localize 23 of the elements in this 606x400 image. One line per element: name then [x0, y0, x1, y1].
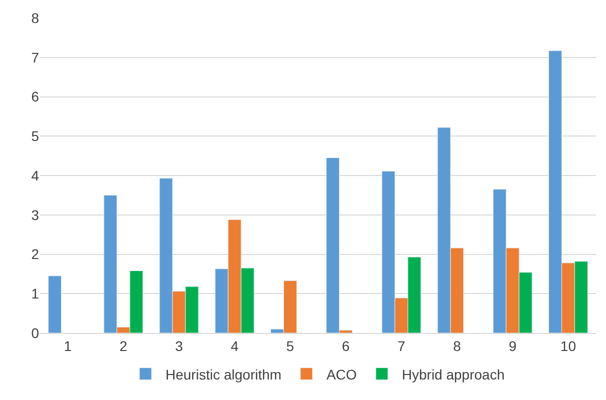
y-tick-label: 5: [31, 128, 40, 144]
x-tick-label: 7: [398, 338, 406, 354]
x-tick-label: 4: [230, 338, 239, 354]
legend-label: Heuristic algorithm: [166, 366, 282, 382]
x-tick-label: 10: [560, 338, 576, 354]
y-tick-label: 7: [31, 49, 40, 66]
bar: [48, 276, 62, 333]
x-tick-label: 1: [64, 338, 72, 354]
y-tick-label: 2: [31, 246, 40, 262]
y-tick-label: 8: [31, 10, 40, 26]
x-tick-label: 9: [508, 338, 517, 354]
y-tick-label: 0: [31, 324, 40, 341]
y-tick-label: 4: [31, 167, 40, 184]
x-tick-label: 3: [175, 338, 184, 354]
x-tick-label: 2: [120, 338, 128, 354]
y-tick-label: 3: [31, 206, 40, 223]
y-tick-label: 1: [31, 286, 40, 302]
x-tick-label: 6: [342, 338, 350, 354]
x-tick-label: 5: [286, 338, 294, 354]
y-tick-label: 6: [31, 88, 40, 105]
x-tick-label: 8: [453, 338, 462, 354]
legend-label: Hybrid approach: [402, 366, 505, 382]
legend-label: ACO: [326, 366, 357, 382]
